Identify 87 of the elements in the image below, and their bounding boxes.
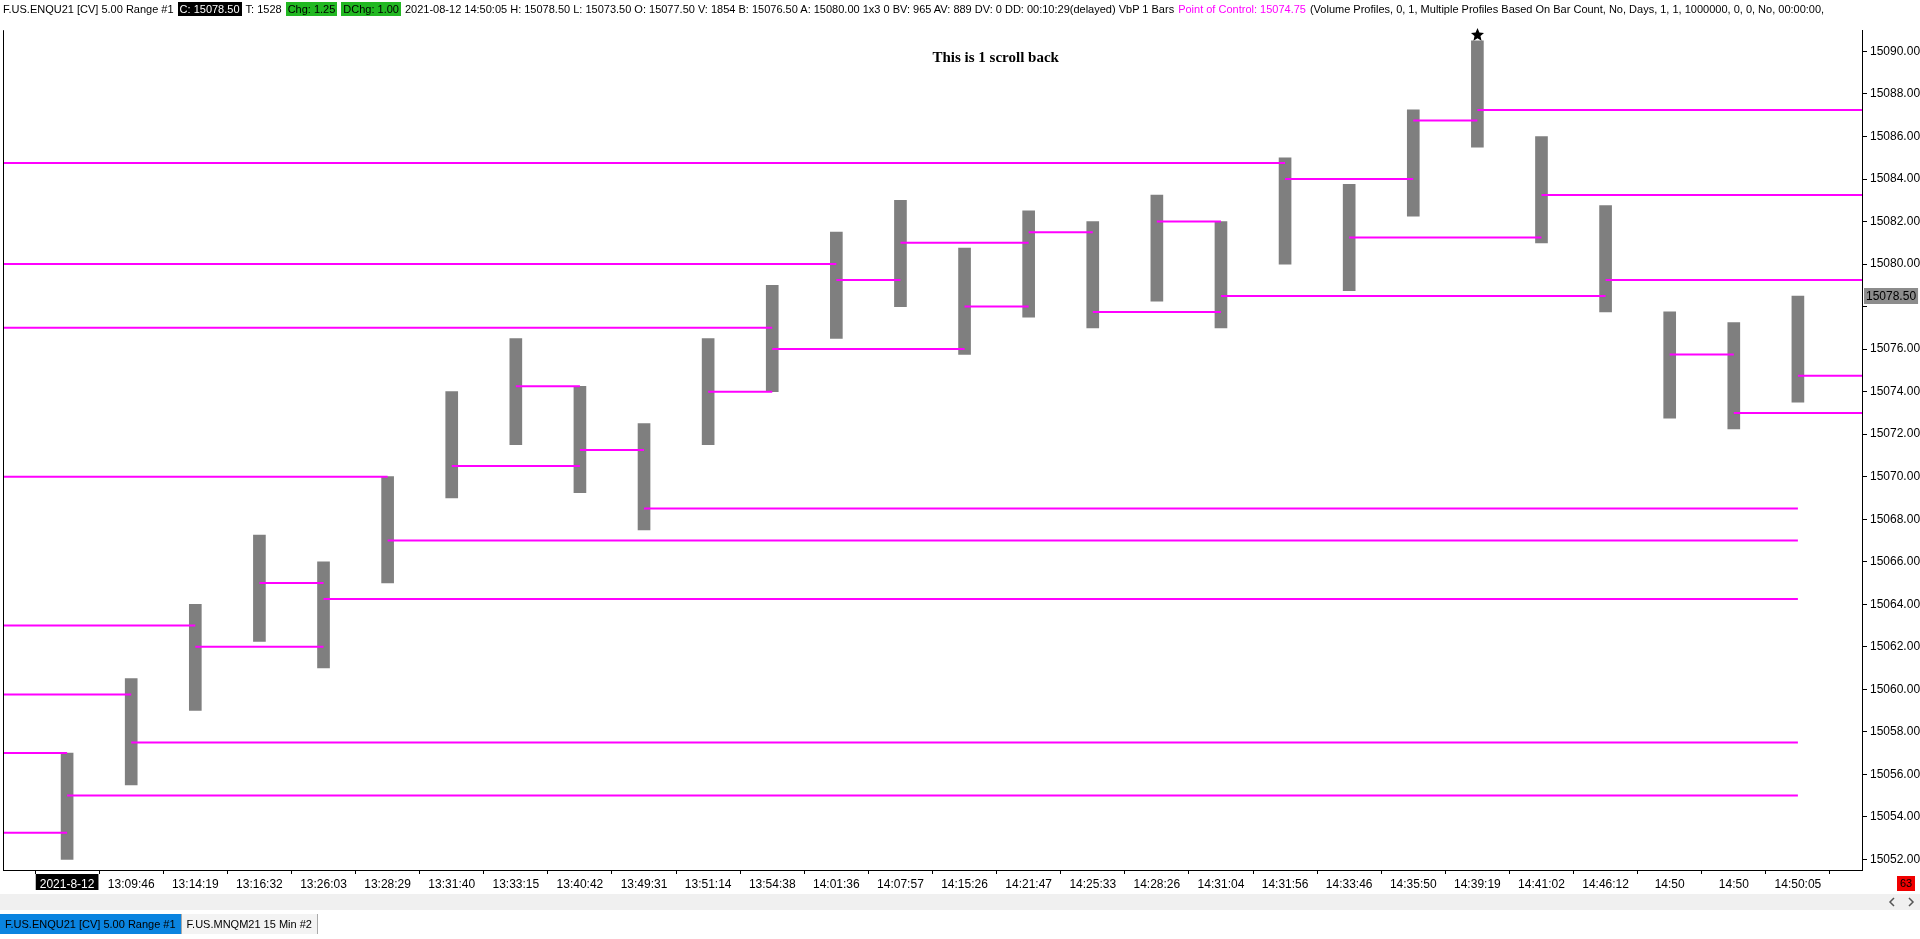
x-tick-label: 13:33:15 [492, 876, 540, 891]
bar [1663, 311, 1677, 419]
bar [958, 247, 971, 355]
bar [1086, 221, 1100, 329]
bar [1022, 210, 1035, 318]
y-tick-label: 15058.00 [1870, 724, 1920, 739]
y-tick-label: 15060.00 [1870, 681, 1920, 696]
bar [765, 285, 779, 392]
x-tick-label: 14:28:26 [1133, 876, 1181, 891]
bar [1278, 157, 1292, 265]
x-tick-label: 13:54:38 [748, 876, 796, 891]
bar [445, 391, 459, 499]
bar [1150, 194, 1164, 302]
y-tick-label: 15084.00 [1870, 171, 1920, 186]
x-tick-label: 2021-8-12 [39, 876, 95, 891]
bar [1406, 109, 1420, 217]
bar [830, 231, 843, 339]
bar [1214, 221, 1228, 329]
x-tick-label: 13:14:19 [171, 876, 219, 891]
y-tick-label: 15088.00 [1870, 86, 1920, 101]
y-tick-label: 15086.00 [1870, 128, 1920, 143]
y-tick-label: 15062.00 [1870, 639, 1920, 654]
y-tick-label: 15074.00 [1870, 383, 1920, 398]
x-tick-label: 14:33:46 [1325, 876, 1373, 891]
y-tick-label: 15070.00 [1870, 468, 1920, 483]
text: C: 15078.50 [177, 2, 242, 16]
y-tick-label: 15076.00 [1870, 341, 1920, 356]
text: DChg: 1.00 [341, 2, 401, 16]
x-tick-label: 13:40:42 [556, 876, 604, 891]
x-tick-label: 13:28:29 [364, 876, 412, 891]
x-tick-label: 13:16:32 [236, 876, 284, 891]
y-tick-label: 15082.00 [1870, 213, 1920, 228]
bar [1727, 322, 1741, 430]
text: F.US.ENQU21 [CV] 5.00 Range #1 [0, 914, 182, 934]
text: Chg: 1.25 [285, 2, 338, 16]
x-tick-label: 13:49:31 [620, 876, 668, 891]
y-tick-label: 15068.00 [1870, 511, 1920, 526]
x-tick-label: 13:26:03 [300, 876, 348, 891]
text: T: 1528 [245, 3, 282, 15]
x-tick-label: 14:31:04 [1197, 876, 1245, 891]
x-tick-label: 14:07:57 [877, 876, 925, 891]
x-tick-label: 13:31:40 [428, 876, 476, 891]
x-tick-label: 14:39:19 [1454, 876, 1502, 891]
bar [1599, 205, 1612, 313]
bar [381, 476, 394, 584]
x-tick-label: 14:46:12 [1582, 876, 1630, 891]
x-tick-label: 14:25:33 [1069, 876, 1117, 891]
x-tick-label: 13:51:14 [684, 876, 732, 891]
bar [509, 338, 523, 446]
bar [701, 338, 715, 446]
y-tick-label: 15090.00 [1870, 43, 1920, 58]
x-tick-label: 14:15:26 [941, 876, 989, 891]
x-tick-label: 14:50 [1654, 876, 1686, 891]
y-tick-label: 15080.00 [1870, 256, 1920, 271]
x-tick-label: 14:31:56 [1261, 876, 1309, 891]
x-tick-label: 14:50:05 [1774, 876, 1822, 891]
text: 63 [1897, 876, 1916, 891]
y-tick-label: 15054.00 [1870, 809, 1920, 824]
bar [894, 199, 907, 307]
y-tick-label: 15066.00 [1870, 554, 1920, 569]
bar [1791, 295, 1805, 403]
bar [1342, 184, 1356, 291]
text: This is 1 scroll back [932, 49, 1060, 66]
bar [60, 752, 74, 860]
y-tick-label: 15056.00 [1870, 766, 1920, 781]
x-tick-label: 13:09:46 [107, 876, 155, 891]
y-tick-label: 15064.00 [1870, 596, 1920, 611]
text: (Volume Profiles, 0, 1, Multiple Profiles Based On Bar Count, No, Days, 1, 1, 1000000, 0, 0, No, 00:00:00, [1309, 3, 1825, 15]
x-tick-label: 14:21:47 [1005, 876, 1053, 891]
x-tick-label: 14:50 [1718, 876, 1750, 891]
bar [124, 678, 138, 786]
x-tick-label: 14:41:02 [1518, 876, 1566, 891]
bar [637, 423, 651, 531]
text: Point of Control: 15074.75 [1178, 3, 1306, 15]
text: F.US.ENQU21 [CV] 5.00 Range #1 [3, 3, 174, 15]
y-tick-label: 15052.00 [1870, 851, 1920, 866]
text: F.US.MNQM21 15 Min #2 [181, 914, 318, 934]
text: 15078.50 [1866, 289, 1917, 304]
x-tick-label: 14:35:50 [1389, 876, 1437, 891]
bar [573, 385, 587, 493]
bar [253, 534, 266, 642]
bar [188, 603, 202, 711]
y-tick-label: 15072.00 [1870, 426, 1920, 441]
bar [1535, 136, 1548, 244]
x-tick-label: 14:01:36 [812, 876, 861, 891]
text: 2021-08-12 14:50:05 H: 15078.50 L: 15073.50 O: 15077.50 V: 1854 B: 15076.50 A: 15080.00 1x3 0 BV: 965 AV: 889 DV: 0 DD: 00:10:29(delayed) VbP 1 Bars [404, 3, 1175, 15]
bar [317, 561, 330, 669]
